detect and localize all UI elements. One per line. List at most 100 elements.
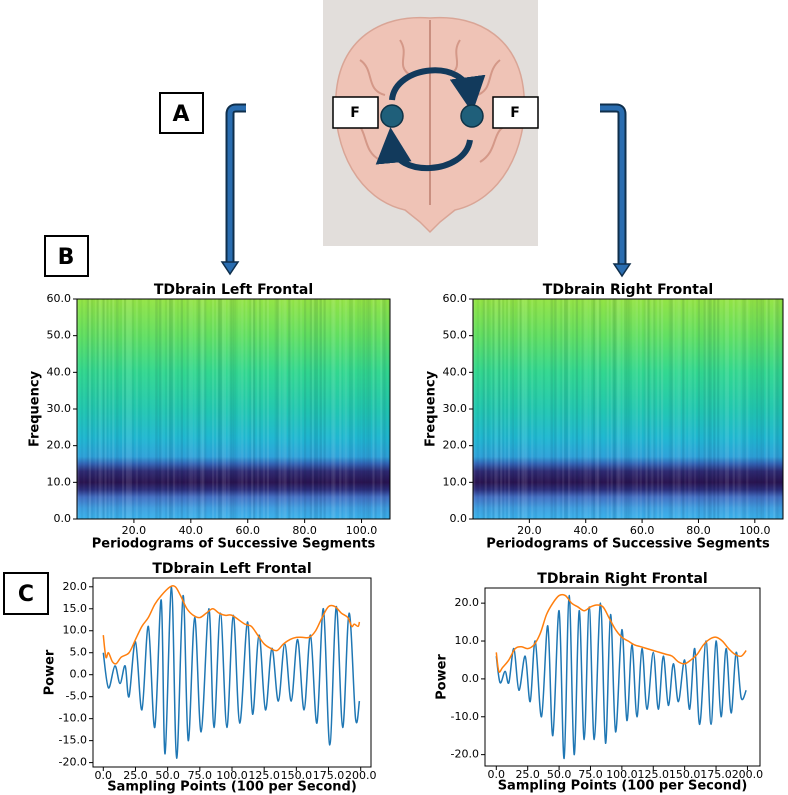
x-tick-label: 40.0 [573, 524, 598, 537]
texture-stripe [525, 299, 528, 519]
texture-stripe [531, 299, 534, 519]
chart-title: TDbrain Left Frontal [152, 561, 311, 577]
texture-stripe [221, 299, 225, 519]
texture-stripe [500, 299, 503, 519]
texture-stripe [204, 299, 207, 519]
texture-stripe [578, 299, 580, 519]
texture-stripe [598, 299, 602, 519]
texture-stripe [707, 299, 710, 519]
texture-stripe [186, 299, 189, 519]
texture-stripe [516, 299, 518, 519]
texture-stripe [104, 299, 107, 519]
x-tick-label: 25.0 [515, 768, 540, 781]
texture-stripe [735, 299, 737, 519]
texture-stripe [603, 299, 605, 519]
texture-stripe [116, 299, 119, 519]
texture-stripe [690, 299, 692, 519]
texture-stripe [343, 299, 346, 519]
texture-stripe [618, 299, 621, 519]
texture-stripe [482, 299, 485, 519]
texture-stripe [560, 299, 563, 519]
texture-stripe [738, 299, 741, 519]
texture-stripe [476, 299, 480, 519]
texture-stripe [86, 299, 90, 519]
texture-stripe [80, 299, 84, 519]
texture-stripe [626, 299, 629, 519]
x-tick-label: 125.0 [248, 769, 280, 782]
x-tick-label: 100.0 [216, 769, 248, 782]
texture-stripe [210, 299, 212, 519]
x-axis-label: Periodograms of Successive Segments [486, 537, 770, 552]
texture-stripe [165, 299, 168, 519]
texture-stripe [284, 299, 287, 519]
texture-stripe [142, 299, 144, 519]
texture-stripe [693, 299, 697, 519]
texture-stripe [519, 299, 522, 519]
texture-stripe [624, 299, 627, 519]
texture-stripe [740, 299, 742, 519]
texture-stripe [120, 299, 122, 519]
texture-stripe [761, 299, 764, 519]
texture-stripe [370, 299, 372, 519]
brain-illustration [323, 0, 539, 246]
texture-stripe [93, 299, 95, 519]
texture-stripe [547, 299, 549, 519]
texture-stripe [229, 299, 232, 519]
texture-stripe [288, 299, 291, 519]
texture-stripe [755, 299, 759, 519]
texture-stripe [643, 299, 646, 519]
texture-stripe [302, 299, 304, 519]
x-tick-label: 175.0 [700, 768, 732, 781]
texture-stripe [481, 299, 483, 519]
texture-stripe [206, 299, 208, 519]
texture-stripe [347, 299, 349, 519]
texture-stripe [266, 299, 270, 519]
texture-stripe [333, 299, 336, 519]
texture-stripe [709, 299, 712, 519]
texture-stripe [100, 299, 103, 519]
texture-stripe [564, 299, 567, 519]
texture-stripe [593, 299, 596, 519]
texture-stripe [144, 299, 146, 519]
x-tick-label: 100.0 [739, 524, 771, 537]
texture-stripe [581, 299, 584, 519]
x-tick-label: 100.0 [346, 524, 378, 537]
y-tick-label: 15.0 [63, 602, 88, 615]
texture-stripe [190, 299, 193, 519]
texture-stripe [223, 299, 226, 519]
texture-stripe [114, 299, 116, 519]
y-tick-label: 20.0 [455, 596, 480, 609]
y-tick-label: -15.0 [59, 734, 87, 747]
texture-stripe [682, 299, 685, 519]
texture-stripe [159, 299, 162, 519]
texture-stripe [527, 299, 530, 519]
texture-stripe [655, 299, 657, 519]
texture-stripe [597, 299, 600, 519]
y-tick-label: -10.0 [451, 710, 479, 723]
x-axis-label: Sampling Points (100 per Second) [498, 779, 748, 794]
texture-stripe [350, 299, 354, 519]
texture-stripe [96, 299, 99, 519]
texture-stripe [715, 299, 717, 519]
texture-stripe [703, 299, 706, 519]
texture-stripe [215, 299, 219, 519]
texture-stripe [166, 299, 170, 519]
texture-stripe [94, 299, 97, 519]
y-tick-label: -10.0 [59, 712, 87, 725]
texture-stripe [339, 299, 342, 519]
texture-stripe [378, 299, 380, 519]
texture-stripe [249, 299, 252, 519]
texture-stripe [541, 299, 543, 519]
texture-stripe [274, 299, 277, 519]
texture-stripe [537, 299, 539, 519]
texture-stripe [306, 299, 308, 519]
y-tick-label: 30.0 [443, 402, 468, 415]
texture-stripe [180, 299, 183, 519]
texture-stripe [479, 299, 481, 519]
texture-stripe [575, 299, 578, 519]
texture-stripe [77, 299, 80, 519]
texture-stripe [123, 299, 127, 519]
texture-stripe [717, 299, 720, 519]
texture-stripe [549, 299, 551, 519]
